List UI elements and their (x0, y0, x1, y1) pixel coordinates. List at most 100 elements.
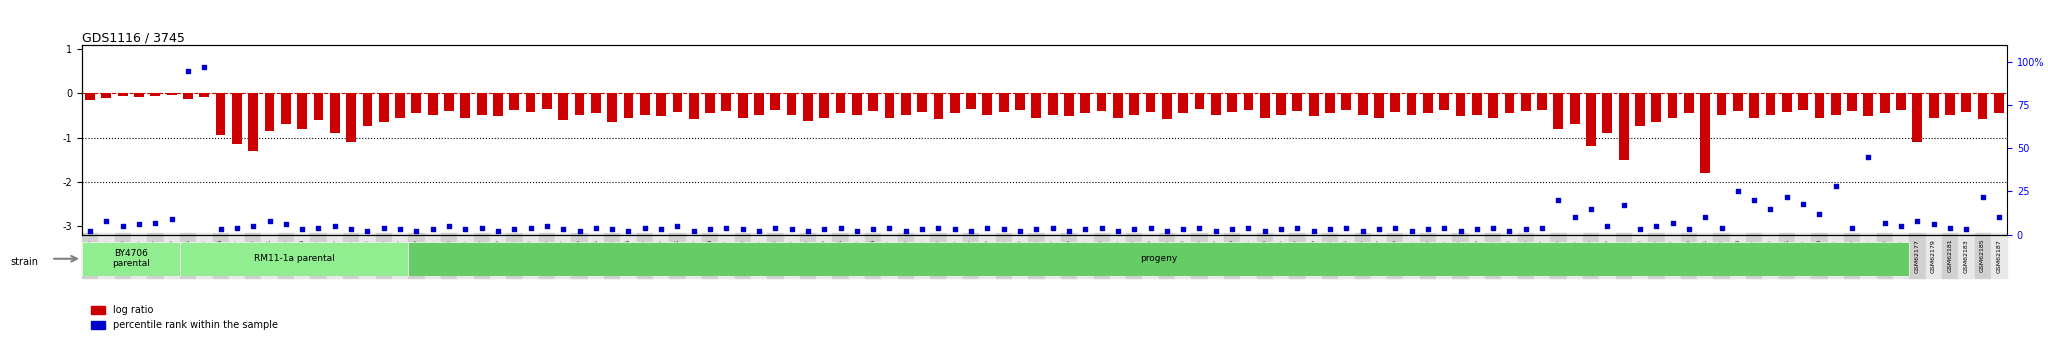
Point (1444, 228, 1477, 234)
Bar (1847, 93, 1858, 111)
Bar (754, 93, 764, 116)
Point (1346, 228, 1378, 234)
Bar (1634, 93, 1645, 127)
Bar (1571, 93, 1579, 124)
Bar (1505, 93, 1513, 113)
Point (1753, 206, 1786, 211)
Point (1509, 227, 1542, 232)
Bar (231, 93, 242, 144)
Bar (1065, 93, 1073, 116)
Point (1280, 225, 1313, 230)
Bar (575, 93, 584, 116)
Bar (119, 93, 127, 96)
Bar (1651, 93, 1661, 122)
Bar (1978, 93, 1987, 119)
Bar (543, 93, 551, 109)
Point (1966, 194, 1999, 199)
Point (596, 227, 629, 232)
Point (1313, 227, 1346, 232)
Bar (1016, 93, 1024, 110)
Bar (1423, 93, 1434, 113)
Bar (1374, 93, 1384, 118)
Point (694, 227, 727, 232)
Point (678, 228, 711, 234)
Point (1835, 225, 1868, 230)
Legend: log ratio, percentile rank within the sample: log ratio, percentile rank within the sa… (86, 302, 283, 334)
Point (563, 228, 596, 234)
Point (1102, 228, 1135, 234)
Point (1249, 228, 1282, 234)
Point (547, 227, 580, 232)
Bar (1325, 93, 1335, 113)
Point (449, 227, 481, 232)
Point (172, 68, 205, 73)
Bar (1243, 93, 1253, 110)
Point (416, 227, 449, 232)
Bar (412, 93, 422, 113)
Text: strain: strain (10, 257, 39, 267)
Point (1868, 220, 1901, 225)
Point (954, 228, 987, 234)
Bar (1161, 93, 1171, 119)
Bar (346, 93, 356, 142)
Point (971, 225, 1004, 230)
Point (580, 225, 612, 230)
Point (905, 227, 938, 232)
Bar (461, 93, 471, 118)
Bar (1602, 93, 1612, 133)
Point (776, 227, 809, 232)
Bar (655, 93, 666, 116)
Point (662, 223, 694, 229)
Point (1151, 228, 1184, 234)
Bar (1145, 93, 1155, 112)
Bar (1749, 93, 1759, 118)
Point (1690, 215, 1722, 220)
Bar (1896, 93, 1907, 110)
Point (889, 228, 922, 234)
Point (823, 225, 856, 230)
Point (1769, 194, 1802, 199)
Point (334, 227, 367, 232)
Bar (494, 93, 504, 116)
Point (1608, 203, 1640, 208)
Point (1477, 225, 1509, 230)
Bar (264, 93, 274, 131)
Point (1329, 225, 1362, 230)
Bar (1358, 93, 1368, 115)
Bar (1081, 93, 1090, 113)
Bar (444, 93, 455, 111)
Point (807, 227, 840, 232)
Bar (1554, 93, 1563, 129)
Point (106, 223, 139, 229)
Bar (1032, 93, 1040, 118)
Bar (1276, 93, 1286, 115)
Bar (885, 93, 895, 118)
Point (760, 225, 793, 230)
Bar (182, 93, 193, 99)
Text: GDS1116 / 3745: GDS1116 / 3745 (82, 32, 184, 45)
Point (1917, 221, 1950, 227)
Bar (1194, 93, 1204, 109)
Bar (1782, 93, 1792, 112)
Point (156, 216, 188, 222)
Point (498, 227, 530, 232)
Point (1053, 228, 1085, 234)
Point (350, 228, 383, 234)
Bar (1292, 93, 1303, 111)
Point (1901, 218, 1933, 224)
Point (90, 218, 123, 224)
Point (74, 228, 106, 234)
Point (1559, 215, 1591, 220)
Point (270, 221, 303, 227)
Bar (1489, 93, 1497, 118)
FancyBboxPatch shape (180, 241, 408, 276)
Point (1020, 227, 1053, 232)
Bar (1522, 93, 1530, 111)
Point (367, 225, 399, 230)
Bar (1733, 93, 1743, 111)
Bar (1341, 93, 1352, 110)
Point (287, 227, 319, 232)
Point (1884, 223, 1917, 229)
Point (1184, 225, 1217, 230)
Bar (1456, 93, 1466, 116)
